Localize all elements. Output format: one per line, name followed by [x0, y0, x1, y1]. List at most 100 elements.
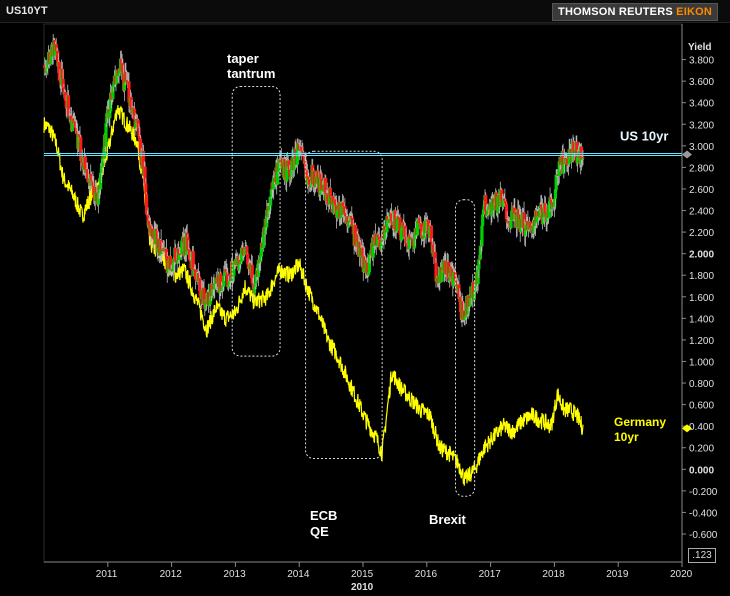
y-tick-label: 1.800 [689, 271, 714, 282]
us-candle-body [197, 273, 201, 282]
us-candle-body [381, 238, 385, 241]
x-tick-label: 2019 [606, 569, 629, 580]
us-candle-body [389, 213, 394, 222]
us-candle-body [132, 108, 136, 120]
us-candle-body [269, 189, 273, 197]
us-candle-body [101, 152, 105, 167]
us-candle-body [166, 268, 170, 274]
us-10yr-label: US 10yr [620, 128, 668, 143]
us-candle-body [419, 223, 424, 239]
us-candle-body [461, 301, 465, 320]
us-candle-body [429, 225, 433, 242]
us-candle-body [186, 237, 190, 252]
y-tick-label: 3.800 [689, 56, 714, 67]
us-candle-body [228, 279, 232, 282]
us-candle-body [188, 259, 192, 262]
us-candle-body [231, 275, 235, 281]
us-candle-body [300, 146, 304, 152]
us-candle-body [121, 63, 125, 75]
us-candle-body [563, 158, 567, 165]
us-candle-body [324, 177, 328, 201]
us-candle-body [541, 211, 545, 225]
y-tick-label: 0.200 [689, 444, 714, 455]
us-candle-body [289, 170, 293, 177]
us-candle-body [168, 255, 172, 270]
us-candle-body [440, 270, 444, 282]
us-candle-body [265, 209, 269, 228]
us-candle-body [549, 197, 553, 200]
us-candle-body [161, 250, 165, 252]
us-candle-body [553, 190, 558, 199]
us-candle-body [145, 214, 149, 216]
y-tick-label: 2.200 [689, 228, 714, 239]
us-candle-body [254, 274, 258, 284]
annotation-ecb-line2: QE [310, 524, 329, 539]
us-candle-body [350, 217, 355, 226]
germany-10yr-line [43, 105, 584, 486]
us-candle-body [110, 98, 114, 100]
us-candle-body [144, 194, 149, 215]
y-tick-label: 2.400 [689, 207, 714, 218]
us-candle-body [547, 203, 551, 218]
us-candle-body [296, 142, 300, 145]
us-candle-body [131, 107, 136, 109]
us-candle-body [74, 127, 78, 131]
us-candle-body [77, 134, 81, 136]
us-candle-body [73, 121, 77, 128]
us-candle-body [302, 156, 306, 164]
us-candle-body [146, 215, 150, 226]
us-candle-body [416, 220, 420, 236]
us-candle-body [56, 50, 60, 67]
us-candle-body [367, 254, 371, 273]
us-candle-body [566, 163, 571, 165]
us-candle-body [572, 141, 576, 151]
us-candle-body [138, 138, 143, 157]
us-candle-body [399, 228, 404, 241]
us-candle-body [320, 178, 324, 191]
us-candle-body [239, 261, 243, 265]
y-tick-label: 3.600 [689, 77, 714, 88]
y-tick-label: 2.800 [689, 163, 714, 174]
us-candle-body [193, 269, 197, 271]
corner-decimal-box[interactable]: .123 [688, 548, 716, 563]
us-candle-body [484, 195, 488, 212]
us-candle-body [207, 304, 211, 307]
us-candle-body [485, 214, 489, 216]
us-candle-body [348, 220, 352, 223]
us-candle-body [220, 285, 224, 291]
us-candle-body [332, 203, 336, 214]
us-candle-body [208, 300, 212, 305]
us-candle-body [198, 278, 202, 296]
us-candle-body [500, 189, 504, 201]
us-candle-body [242, 249, 247, 255]
us-candle-body [117, 73, 121, 77]
us-candle-body [227, 281, 231, 286]
y-tick-label: 0.000 [689, 465, 714, 476]
us-candle-body [232, 262, 236, 276]
us-candle-body [316, 170, 320, 178]
annotation-taper-line2: tantrum [227, 66, 275, 81]
us-candle-body [463, 317, 467, 320]
brand-logo: THOMSON REUTERS EIKON [552, 3, 718, 21]
us-candle-body [580, 157, 584, 160]
germany-axis-marker [682, 424, 692, 433]
us-candle-body [162, 248, 166, 250]
us-candle-body [105, 113, 109, 124]
x-tick-label: 2015 [351, 569, 374, 580]
x-tick-label: 2014 [287, 569, 310, 580]
us-candle-body [478, 259, 482, 261]
us-candle-body [285, 160, 289, 182]
us-candle-body [408, 234, 412, 238]
us-candle-body [83, 156, 87, 170]
us-candle-body [371, 236, 375, 258]
us-candle-body [473, 290, 477, 293]
us-candle-body [287, 160, 291, 170]
us-candle-body [160, 250, 164, 254]
us-candle-body [102, 134, 107, 159]
us-candle-body [386, 215, 390, 220]
us-candle-body [412, 239, 417, 249]
germany-label-line1: Germany [614, 415, 666, 429]
us-candle-body [575, 141, 579, 163]
us-candle-body [377, 236, 381, 240]
